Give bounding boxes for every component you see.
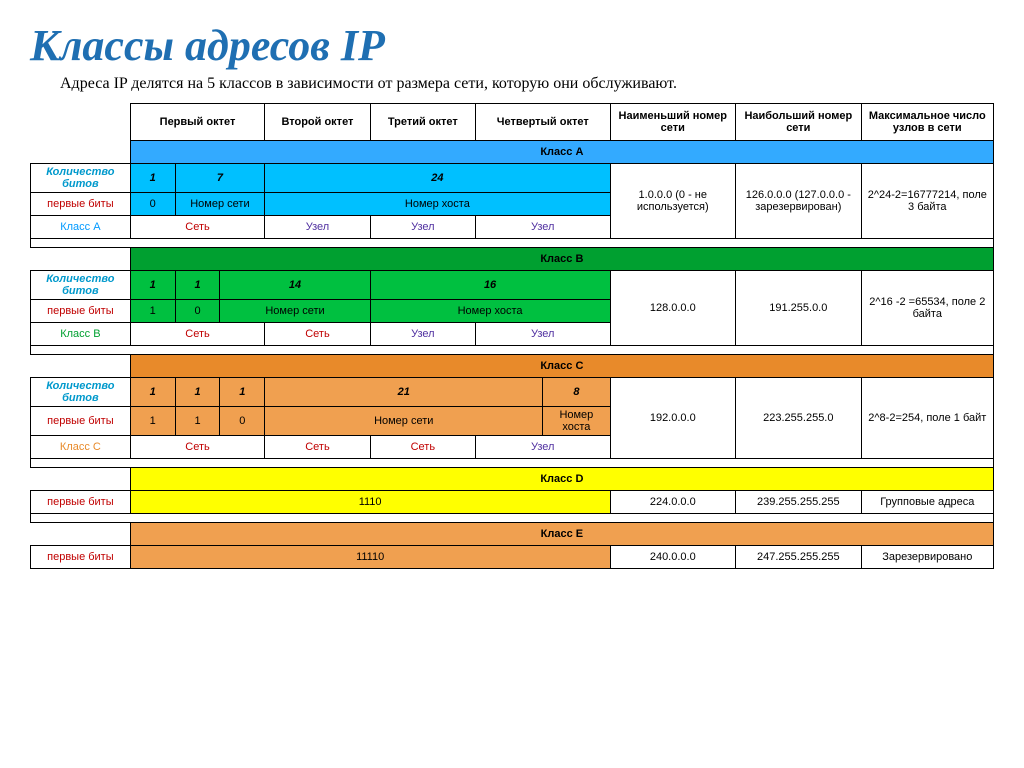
label-firstbits-e: первые биты	[31, 546, 131, 569]
ip-class-table: Первый октет Второй октет Третий октет Ч…	[30, 103, 994, 569]
a-oct2: Узел	[265, 216, 370, 239]
b-oct3: Узел	[370, 323, 475, 346]
class-d-header: Класс D	[130, 468, 993, 491]
a-bit-24: 24	[265, 164, 610, 193]
a-oct1: Сеть	[130, 216, 264, 239]
col-oct3: Третий октет	[370, 104, 475, 141]
col-minnet: Наименьший номер сети	[610, 104, 736, 141]
label-class-a: Класс A	[31, 216, 131, 239]
c-min: 192.0.0.0	[610, 378, 736, 459]
b-hosts: 2^16 -2 =65534, поле 2 байта	[861, 271, 993, 346]
b-fb-net: Номер сети	[220, 300, 370, 323]
b-bit-1b: 1	[175, 271, 220, 300]
d-max: 239.255.255.255	[736, 491, 862, 514]
c-oct1: Сеть	[130, 436, 264, 459]
b-bit-1a: 1	[130, 271, 175, 300]
col-oct4: Четвертый октет	[476, 104, 611, 141]
c-bit-1a: 1	[130, 378, 175, 407]
c-oct2: Сеть	[265, 436, 370, 459]
c-fb-0: 0	[220, 407, 265, 436]
b-fb-1: 1	[130, 300, 175, 323]
class-e-header: Класс E	[130, 523, 993, 546]
col-oct2: Второй октет	[265, 104, 370, 141]
e-fb: 11110	[130, 546, 610, 569]
c-bit-1b: 1	[175, 378, 220, 407]
a-fb-net: Номер сети	[175, 193, 265, 216]
a-fb-0: 0	[130, 193, 175, 216]
c-fb-1b: 1	[175, 407, 220, 436]
c-bit-21: 21	[265, 378, 543, 407]
c-bit-8: 8	[543, 378, 610, 407]
label-class-c: Класс C	[31, 436, 131, 459]
label-firstbits-b: первые биты	[31, 300, 131, 323]
label-class-b: Класс B	[31, 323, 131, 346]
class-b-header: Класс B	[130, 248, 993, 271]
b-fb-0: 0	[175, 300, 220, 323]
page-title: Классы адресов IP	[30, 20, 994, 71]
b-min: 128.0.0.0	[610, 271, 736, 346]
a-oct4: Узел	[476, 216, 611, 239]
label-bitcount: Количество битов	[31, 164, 131, 193]
a-fb-host: Номер хоста	[265, 193, 610, 216]
a-bit-1: 1	[130, 164, 175, 193]
a-min: 1.0.0.0 (0 - не используется)	[610, 164, 736, 239]
b-oct4: Узел	[476, 323, 611, 346]
b-bit-14: 14	[220, 271, 370, 300]
label-bitcount-c: Количество битов	[31, 378, 131, 407]
label-firstbits: первые биты	[31, 193, 131, 216]
c-oct4: Узел	[476, 436, 611, 459]
c-fb-net: Номер сети	[265, 407, 543, 436]
class-a-header: Класс A	[130, 141, 993, 164]
class-c-header: Класс C	[130, 355, 993, 378]
c-fb-1a: 1	[130, 407, 175, 436]
col-maxhosts: Максимальное число узлов в сети	[861, 104, 993, 141]
label-firstbits-d: первые биты	[31, 491, 131, 514]
intro-text: Адреса IP делятся на 5 классов в зависим…	[60, 75, 994, 93]
e-max: 247.255.255.255	[736, 546, 862, 569]
c-bit-1c: 1	[220, 378, 265, 407]
c-fb-host: Номер хоста	[543, 407, 610, 436]
a-bit-7: 7	[175, 164, 265, 193]
e-min: 240.0.0.0	[610, 546, 736, 569]
label-firstbits-c: первые биты	[31, 407, 131, 436]
col-maxnet: Наибольший номер сети	[736, 104, 862, 141]
c-oct3: Сеть	[370, 436, 475, 459]
a-hosts: 2^24-2=16777214, поле 3 байта	[861, 164, 993, 239]
a-oct3: Узел	[370, 216, 475, 239]
col-oct1: Первый октет	[130, 104, 264, 141]
d-hosts: Групповые адреса	[861, 491, 993, 514]
b-oct2: Сеть	[265, 323, 370, 346]
d-fb: 1110	[130, 491, 610, 514]
b-max: 191.255.0.0	[736, 271, 862, 346]
b-oct1: Сеть	[130, 323, 264, 346]
b-fb-host: Номер хоста	[370, 300, 610, 323]
b-bit-16: 16	[370, 271, 610, 300]
c-hosts: 2^8-2=254, поле 1 байт	[861, 378, 993, 459]
header-row: Первый октет Второй октет Третий октет Ч…	[31, 104, 994, 141]
e-hosts: Зарезервировано	[861, 546, 993, 569]
label-bitcount-b: Количество битов	[31, 271, 131, 300]
d-min: 224.0.0.0	[610, 491, 736, 514]
a-max: 126.0.0.0 (127.0.0.0 - зарезервирован)	[736, 164, 862, 239]
c-max: 223.255.255.0	[736, 378, 862, 459]
